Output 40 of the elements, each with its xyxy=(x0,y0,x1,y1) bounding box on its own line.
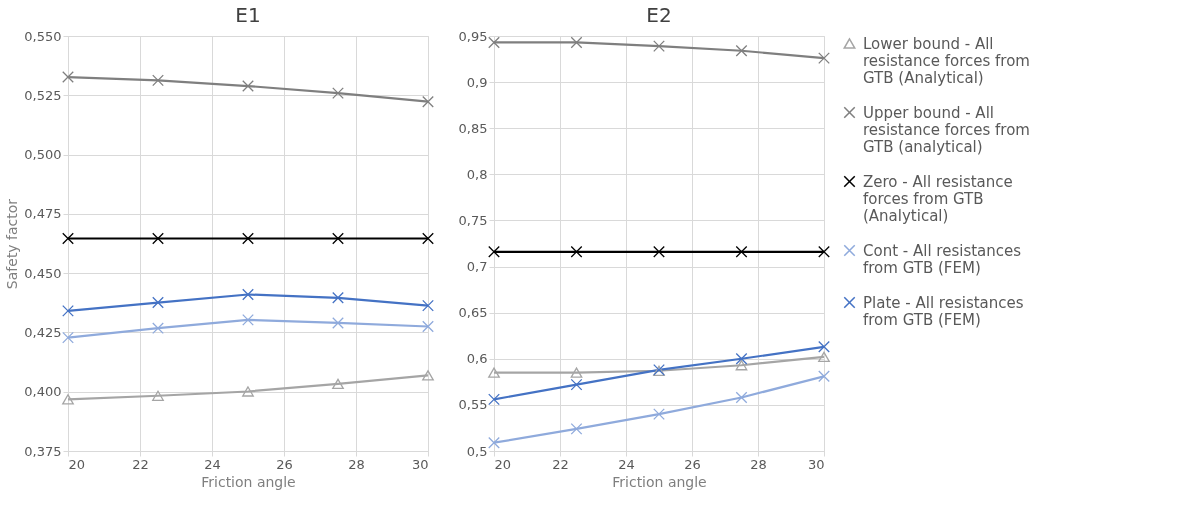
y-tick-label: 0,475 xyxy=(24,206,62,222)
y-axis-title: Safety factor xyxy=(4,198,21,290)
y-tick-label: 0,9 xyxy=(466,74,488,90)
legend-label: Zero - All resistance forces from GTB (Analytical) xyxy=(863,172,1013,225)
y-tick-label: 0,95 xyxy=(458,28,488,44)
x-axis-title: Friction angle xyxy=(612,473,707,490)
y-tick-label: 0,7 xyxy=(466,259,488,275)
y-tick-label: 0,75 xyxy=(458,212,488,228)
x-tick-label: 24 xyxy=(204,456,221,472)
legend-label: Plate - All resistances from GTB (FEM) xyxy=(863,293,1024,329)
x-tick-label: 26 xyxy=(276,456,293,472)
chart-title: E1 xyxy=(235,3,261,27)
x-tick-label: 28 xyxy=(348,456,365,472)
x-tick-label: 20 xyxy=(494,456,512,472)
y-tick-label: 0,85 xyxy=(458,120,488,136)
y-tick-label: 0,8 xyxy=(466,166,488,182)
y-tick-label: 0,55 xyxy=(458,397,488,413)
x-tick-label: 28 xyxy=(750,456,767,472)
legend-label: Cont - All resistances from GTB (FEM) xyxy=(863,241,1022,277)
x-tick-label: 30 xyxy=(807,456,825,472)
y-tick-label: 0,550 xyxy=(24,28,62,44)
chart-title: E2 xyxy=(646,3,672,27)
x-tick-label: 24 xyxy=(618,456,635,472)
x-tick-label: 22 xyxy=(132,456,149,472)
y-tick-label: 0,450 xyxy=(24,265,62,281)
y-tick-label: 0,6 xyxy=(466,351,488,367)
x-axis-title: Friction angle xyxy=(201,473,296,490)
y-tick-label: 0,525 xyxy=(24,87,62,103)
y-tick-label: 0,375 xyxy=(24,443,62,459)
y-tick-label: 0,5 xyxy=(466,443,488,459)
y-tick-label: 0,425 xyxy=(24,324,62,340)
legend-label: Upper bound - All resistance forces from GTB (analytical) xyxy=(863,103,1030,156)
x-tick-label: 22 xyxy=(552,456,569,472)
x-tick-label: 26 xyxy=(684,456,701,472)
legend-label: Lower bound - All resistance forces from GTB (Analytical) xyxy=(863,34,1030,87)
y-tick-label: 0,500 xyxy=(24,147,62,163)
y-tick-label: 0,400 xyxy=(24,384,62,400)
x-tick-label: 30 xyxy=(411,456,429,472)
x-tick-label: 20 xyxy=(68,456,86,472)
y-tick-label: 0,65 xyxy=(458,305,488,321)
